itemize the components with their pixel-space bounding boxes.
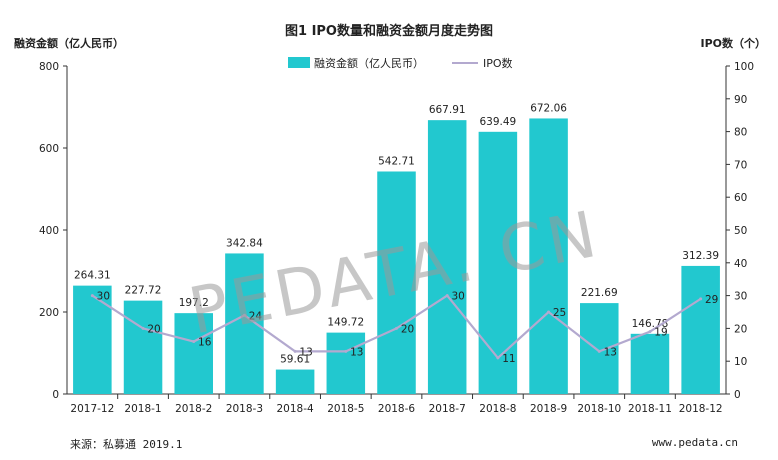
legend-bar-label: 融资金额（亿人民币） — [314, 56, 424, 70]
x-tick-label: 2018-4 — [277, 403, 315, 415]
bar-data-label: 312.39 — [682, 250, 719, 262]
right-tick-label: 10 — [734, 356, 747, 368]
right-tick-label: 0 — [734, 389, 741, 401]
line-point — [344, 349, 348, 353]
bar-data-label: 264.31 — [74, 270, 111, 282]
x-tick-label: 2018-11 — [628, 403, 672, 415]
bar — [326, 332, 366, 394]
legend: 融资金额（亿人民币） IPO数 — [288, 56, 513, 70]
bar-data-label: 672.06 — [530, 102, 567, 114]
x-tick-label: 2018-5 — [327, 403, 364, 415]
right-tick-label: 20 — [734, 323, 747, 335]
x-tick-label: 2018-6 — [378, 403, 416, 415]
bar-data-label: 542.71 — [378, 155, 415, 167]
line-point — [141, 326, 145, 330]
bar-data-label: 639.49 — [480, 116, 517, 128]
line-data-label: 30 — [97, 291, 110, 303]
bar-data-label: 667.91 — [429, 104, 466, 116]
line-point — [242, 313, 246, 317]
line-data-label: 13 — [604, 346, 617, 358]
bar-data-label: 149.72 — [327, 317, 364, 329]
line-point — [445, 294, 449, 298]
bar — [681, 265, 720, 394]
legend-line-label: IPO数 — [483, 57, 513, 70]
x-tick-label: 2018-7 — [429, 403, 466, 415]
source-note: 来源：私募通 2019.1 — [70, 438, 183, 451]
bar-data-label: 221.69 — [581, 287, 618, 299]
line-data-label: 25 — [553, 307, 566, 319]
bar — [275, 369, 315, 394]
x-tick-label: 2017-12 — [70, 403, 114, 415]
bar — [630, 333, 670, 394]
right-axis-title: IPO数（个） — [700, 36, 766, 50]
line-point — [547, 310, 551, 314]
bar — [580, 303, 619, 394]
left-tick-label: 200 — [39, 307, 59, 319]
right-tick-label: 70 — [734, 159, 747, 171]
left-tick-label: 400 — [39, 225, 59, 237]
right-tick-label: 60 — [734, 192, 747, 204]
line-data-label: 29 — [705, 294, 718, 306]
website-label: www.pedata.cn — [651, 436, 738, 449]
line-point — [699, 297, 703, 301]
line-point — [90, 294, 94, 298]
line-point — [192, 340, 196, 344]
bar-data-label: 227.72 — [125, 285, 162, 297]
left-tick-label: 800 — [39, 61, 59, 73]
bar — [123, 300, 163, 394]
plot-area: 0 200 400 600 800 0 10 20 30 40 50 60 70 80 90 100 2017-… — [39, 61, 754, 415]
bar — [478, 131, 518, 395]
x-tick-label: 2018-3 — [226, 403, 263, 415]
left-tick-label: 600 — [39, 143, 59, 155]
chart-title: 图1 IPO数量和融资金额月度走势图 — [285, 23, 493, 39]
left-axis-title: 融资金额（亿人民币） — [14, 36, 124, 50]
line-point — [648, 330, 652, 334]
line-point — [395, 326, 398, 330]
x-tick-label: 2018-12 — [679, 403, 723, 415]
x-tick-label: 2018-10 — [577, 403, 621, 415]
x-tick-label: 2018-1 — [124, 403, 161, 415]
bar-data-label: 342.84 — [226, 237, 263, 249]
right-tick-label: 30 — [734, 291, 747, 303]
right-tick-label: 50 — [734, 225, 747, 237]
line-point — [496, 356, 500, 360]
line-data-label: 30 — [452, 291, 465, 303]
x-tick-label: 2018-9 — [530, 403, 567, 415]
bar — [377, 171, 416, 394]
left-tick-label: 0 — [52, 389, 59, 401]
line-data-label: 19 — [654, 327, 667, 339]
line-data-label: 24 — [249, 310, 263, 322]
x-tick-label: 2018-2 — [175, 403, 212, 415]
line-data-label: 20 — [401, 323, 414, 335]
line-data-label: 16 — [198, 337, 212, 349]
line-data-label: 13 — [299, 346, 312, 358]
right-tick-label: 90 — [734, 94, 747, 106]
bar — [427, 120, 467, 395]
line-data-label: 20 — [147, 323, 160, 335]
line-data-label: 13 — [350, 346, 363, 358]
legend-bar-swatch — [288, 57, 310, 68]
right-tick-label: 100 — [734, 61, 754, 73]
line-point — [293, 349, 297, 353]
bar-data-label: 59.61 — [280, 354, 310, 366]
x-tick-label: 2018-8 — [479, 403, 516, 415]
bar — [174, 313, 213, 394]
bar-data-label: 197.2 — [179, 297, 209, 309]
line-data-label: 11 — [502, 353, 515, 365]
right-tick-label: 80 — [734, 127, 747, 139]
bar — [529, 118, 568, 395]
right-tick-label: 40 — [734, 258, 747, 270]
line-point — [597, 349, 601, 353]
